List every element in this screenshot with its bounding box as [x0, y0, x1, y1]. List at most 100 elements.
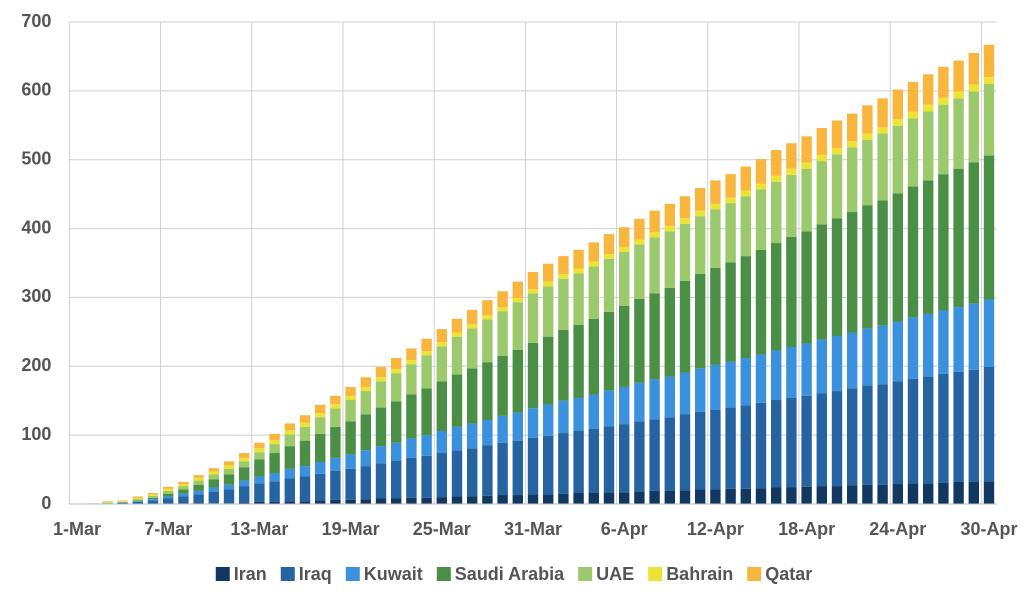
bar-segment	[512, 281, 523, 299]
bar-segment	[968, 91, 979, 163]
bar-segment	[862, 385, 873, 485]
bar-segment	[406, 360, 417, 365]
bar-segment	[436, 346, 447, 382]
bar-segment	[102, 501, 113, 503]
bar-segment	[725, 174, 736, 198]
bar-segment	[558, 274, 569, 279]
bar-segment	[299, 422, 311, 427]
bar-segment	[771, 350, 782, 401]
bar-segment	[497, 291, 508, 308]
bar-segment	[208, 468, 219, 472]
bar-segment	[573, 324, 584, 398]
bar-segment	[558, 433, 569, 494]
bar-segment	[786, 174, 797, 237]
bar-segment	[740, 256, 751, 359]
bar-segment	[907, 186, 919, 318]
bar-segment	[163, 486, 174, 489]
bar-segment	[223, 474, 235, 485]
bar-segment	[269, 473, 280, 482]
bar-segment	[892, 125, 903, 194]
bar-segment	[482, 315, 493, 320]
bar-segment	[664, 203, 675, 226]
bar-segment	[831, 391, 843, 487]
bar-segment	[983, 155, 995, 300]
bar-segment	[284, 430, 295, 435]
bar-segment	[375, 463, 387, 499]
bar-segment	[558, 493, 569, 504]
bar-segment	[391, 358, 402, 370]
bar-segment	[953, 60, 964, 92]
bar-segment	[740, 358, 751, 406]
x-tick-label: 7-Mar	[144, 519, 192, 539]
bar-segment	[391, 442, 402, 461]
bar-segment	[208, 491, 219, 504]
bar-segment	[847, 113, 858, 142]
bar-segment	[102, 501, 113, 502]
legend-label: Saudi Arabia	[455, 564, 565, 584]
bar-segment	[558, 256, 569, 275]
bar-segment	[953, 371, 964, 482]
bar-segment	[451, 336, 463, 375]
bar-segment	[117, 501, 128, 503]
bar-segment	[847, 388, 858, 486]
bar-segment	[330, 408, 341, 427]
bar-segment	[330, 426, 341, 458]
bar-segment	[451, 332, 463, 337]
bar-segment	[269, 444, 280, 454]
bar-segment	[467, 368, 478, 424]
bar-segment	[360, 391, 371, 415]
bar-segment	[330, 499, 341, 504]
bar-segment	[482, 362, 493, 420]
bar-segment	[132, 496, 143, 498]
bar-segment	[603, 258, 615, 312]
bar-segment	[330, 457, 341, 471]
bar-segment	[710, 203, 721, 210]
legend-swatch	[648, 567, 663, 581]
bar-segment	[284, 501, 295, 504]
bar-segment	[619, 386, 630, 425]
bar-segment	[254, 501, 265, 504]
bar-segment	[938, 373, 949, 483]
bar-segment	[695, 411, 706, 490]
bar-segment	[877, 484, 888, 504]
bar-segment	[178, 493, 189, 497]
bar-segment	[527, 289, 539, 294]
bar-segment	[725, 361, 736, 408]
bar-segment	[299, 476, 311, 502]
bar-segment	[847, 212, 858, 333]
bar-segment	[619, 251, 630, 306]
bar-segment	[315, 417, 326, 434]
bar-segment	[345, 386, 356, 396]
bar-segment	[831, 120, 843, 149]
bar-segment	[755, 183, 767, 190]
bar-segment	[862, 105, 873, 134]
bar-segment	[573, 273, 584, 325]
bar-segment	[968, 303, 979, 370]
bar-segment	[923, 104, 934, 112]
bar-segment	[527, 271, 539, 290]
bar-segment	[755, 488, 767, 504]
bar-segment	[208, 479, 219, 488]
bar-segment	[634, 218, 645, 240]
bar-segment	[436, 453, 447, 498]
bar-segment	[315, 461, 326, 474]
bar-segment	[907, 317, 919, 379]
bar-segment	[816, 128, 827, 155]
y-tick-label: 300	[21, 286, 51, 306]
bar-segment	[771, 150, 782, 176]
bar-segment	[816, 161, 827, 225]
bar-segment	[421, 355, 432, 389]
bar-segment	[740, 196, 751, 257]
bar-segment	[786, 397, 797, 488]
bar-segment	[907, 111, 919, 119]
bar-segment	[497, 415, 508, 443]
x-tick-label: 6-Apr	[601, 519, 648, 539]
legend-swatch	[747, 567, 762, 581]
bar-segment	[512, 495, 523, 504]
bar-segment	[649, 293, 660, 380]
bar-segment	[907, 118, 919, 187]
bar-segment	[603, 234, 615, 255]
bar-segment	[771, 243, 782, 351]
bar-segment	[391, 460, 402, 499]
bar-segment	[345, 454, 356, 469]
